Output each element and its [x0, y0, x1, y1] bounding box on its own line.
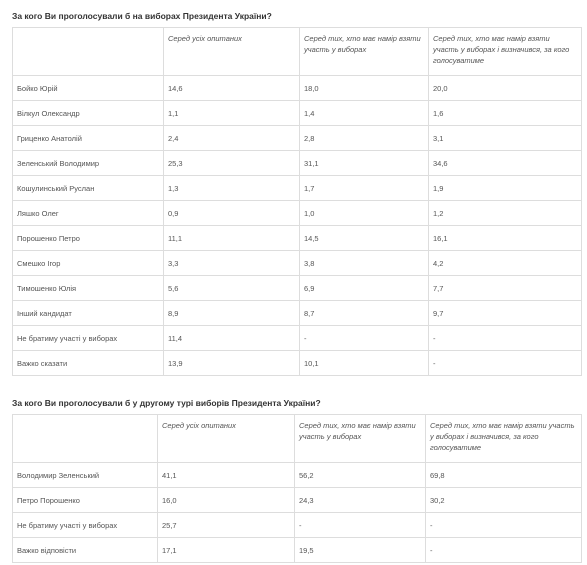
- header-cell: Серед тих, хто має намір взяти участь у …: [425, 414, 582, 463]
- table-cell: 1,7: [299, 175, 429, 201]
- table-cell: 31,1: [299, 150, 429, 176]
- header-cell: Серед тих, хто має намір взяти участь у …: [294, 414, 426, 463]
- table-row: Не братиму участі у виборах 11,4- -: [12, 325, 582, 351]
- table-cell: 1,9: [428, 175, 582, 201]
- table-row: Вілкул Олександр 1,1 1,4 1,6: [12, 100, 582, 126]
- table-cell: Гриценко Анатолій: [12, 125, 164, 151]
- table-cell: 14,6: [163, 75, 300, 101]
- table-cell: Бойко Юрій: [12, 75, 164, 101]
- table-cell: 25,7: [157, 512, 295, 538]
- table-row: Володимир Зеленський 41,1 56,2 69,8: [12, 462, 582, 488]
- table-row: Важко відповісти 17,1 19,5-: [12, 537, 582, 563]
- table-cell: 1,0: [299, 200, 429, 226]
- table-row: Смешко Ігор 3,3 3,8 4,2: [12, 250, 582, 276]
- table-cell: 18,0: [299, 75, 429, 101]
- table-cell: Не братиму участі у виборах: [12, 325, 164, 351]
- table-row: Гриценко Анатолій 2,4 2,8 3,1: [12, 125, 582, 151]
- table-cell: 16,1: [428, 225, 582, 251]
- table-cell: Петро Порошенко: [12, 487, 158, 513]
- table-cell: Володимир Зеленський: [12, 462, 158, 488]
- table-cell: Вілкул Олександр: [12, 100, 164, 126]
- table-row: Не братиму участі у виборах 25,7- -: [12, 512, 582, 538]
- table-cell: 2,4: [163, 125, 300, 151]
- table-cell: -: [425, 512, 582, 538]
- table-row: Інший кандидат 8,9 8,7 9,7: [12, 300, 582, 326]
- table-cell: Ляшко Олег: [12, 200, 164, 226]
- table-cell: 1,1: [163, 100, 300, 126]
- table-cell: -: [425, 537, 582, 563]
- header-cell: [12, 414, 158, 463]
- table-cell: -: [428, 350, 582, 376]
- table-cell: 10,1: [299, 350, 429, 376]
- header-row: Серед усіх опитаних Серед тих, хто має на…: [12, 27, 582, 76]
- table-cell: 3,3: [163, 250, 300, 276]
- header-cell: Серед усіх опитаних: [157, 414, 295, 463]
- table-row: Ляшко Олег 0,9 1,0 1,2: [12, 200, 582, 226]
- table-cell: Інший кандидат: [12, 300, 164, 326]
- table-cell: 5,6: [163, 275, 300, 301]
- header-row: Серед усіх опитаних Серед тих, хто має на…: [12, 414, 582, 463]
- table-cell: 2,8: [299, 125, 429, 151]
- table-cell: 8,7: [299, 300, 429, 326]
- table-row: Тимошенко Юлія 5,6 6,9 7,7: [12, 275, 582, 301]
- table-cell: 11,4: [163, 325, 300, 351]
- table-cell: 56,2: [294, 462, 426, 488]
- table-cell: Важко сказати: [12, 350, 164, 376]
- table-cell: -: [294, 512, 426, 538]
- table-row: Бойко Юрій 14,6 18,0 20,0: [12, 75, 582, 101]
- table-cell: 11,1: [163, 225, 300, 251]
- table-cell: Кошулинський Руслан: [12, 175, 164, 201]
- table-cell: Порошенко Петро: [12, 225, 164, 251]
- table-cell: 69,8: [425, 462, 582, 488]
- table-cell: 30,2: [425, 487, 582, 513]
- table-cell: Тимошенко Юлія: [12, 275, 164, 301]
- table-cell: 14,5: [299, 225, 429, 251]
- table-row: Петро Порошенко 16,0 24,3 30,2: [12, 487, 582, 513]
- table-cell: 1,6: [428, 100, 582, 126]
- table-cell: 13,9: [163, 350, 300, 376]
- table-cell: 20,0: [428, 75, 582, 101]
- table-cell: 9,7: [428, 300, 582, 326]
- table-cell: Смешко Ігор: [12, 250, 164, 276]
- table-cell: 41,1: [157, 462, 295, 488]
- table-cell: 17,1: [157, 537, 295, 563]
- table-cell: 1,3: [163, 175, 300, 201]
- table-row: Важко сказати 13,9 10,1-: [12, 350, 582, 376]
- table-cell: 3,8: [299, 250, 429, 276]
- table-cell: 19,5: [294, 537, 426, 563]
- table-cell: 4,2: [428, 250, 582, 276]
- table: Серед усіх опитаних Серед тих, хто має на…: [12, 414, 582, 563]
- table-cell: -: [299, 325, 429, 351]
- table-cell: 3,1: [428, 125, 582, 151]
- table-cell: 8,9: [163, 300, 300, 326]
- table-cell: -: [428, 325, 582, 351]
- table-cell: 0,9: [163, 200, 300, 226]
- table-cell: 1,2: [428, 200, 582, 226]
- header-cell: Серед тих, хто має намір взяти участь у …: [299, 27, 429, 76]
- table-cell: 25,3: [163, 150, 300, 176]
- header-cell: Серед усіх опитаних: [163, 27, 300, 76]
- table-cell: 34,6: [428, 150, 582, 176]
- table-cell: Зеленський Володимир: [12, 150, 164, 176]
- table-cell: 7,7: [428, 275, 582, 301]
- header-cell: Серед тих, хто має намір взяти участь у …: [428, 27, 582, 76]
- table-row: Порошенко Петро 11,1 14,5 16,1: [12, 225, 582, 251]
- table: Серед усіх опитаних Серед тих, хто має на…: [12, 27, 582, 376]
- table-cell: Важко відповісти: [12, 537, 158, 563]
- table-row: Кошулинський Руслан 1,3 1,7 1,9: [12, 175, 582, 201]
- table-cell: 6,9: [299, 275, 429, 301]
- table-cell: 16,0: [157, 487, 295, 513]
- table-title: За кого Ви проголосували б на виборах Пр…: [12, 11, 272, 21]
- table-cell: 24,3: [294, 487, 426, 513]
- header-cell: [12, 27, 164, 76]
- table-row: Зеленський Володимир 25,3 31,1 34,6: [12, 150, 582, 176]
- table-cell: 1,4: [299, 100, 429, 126]
- table-title: За кого Ви проголосували б у другому тур…: [12, 398, 321, 408]
- table-cell: Не братиму участі у виборах: [12, 512, 158, 538]
